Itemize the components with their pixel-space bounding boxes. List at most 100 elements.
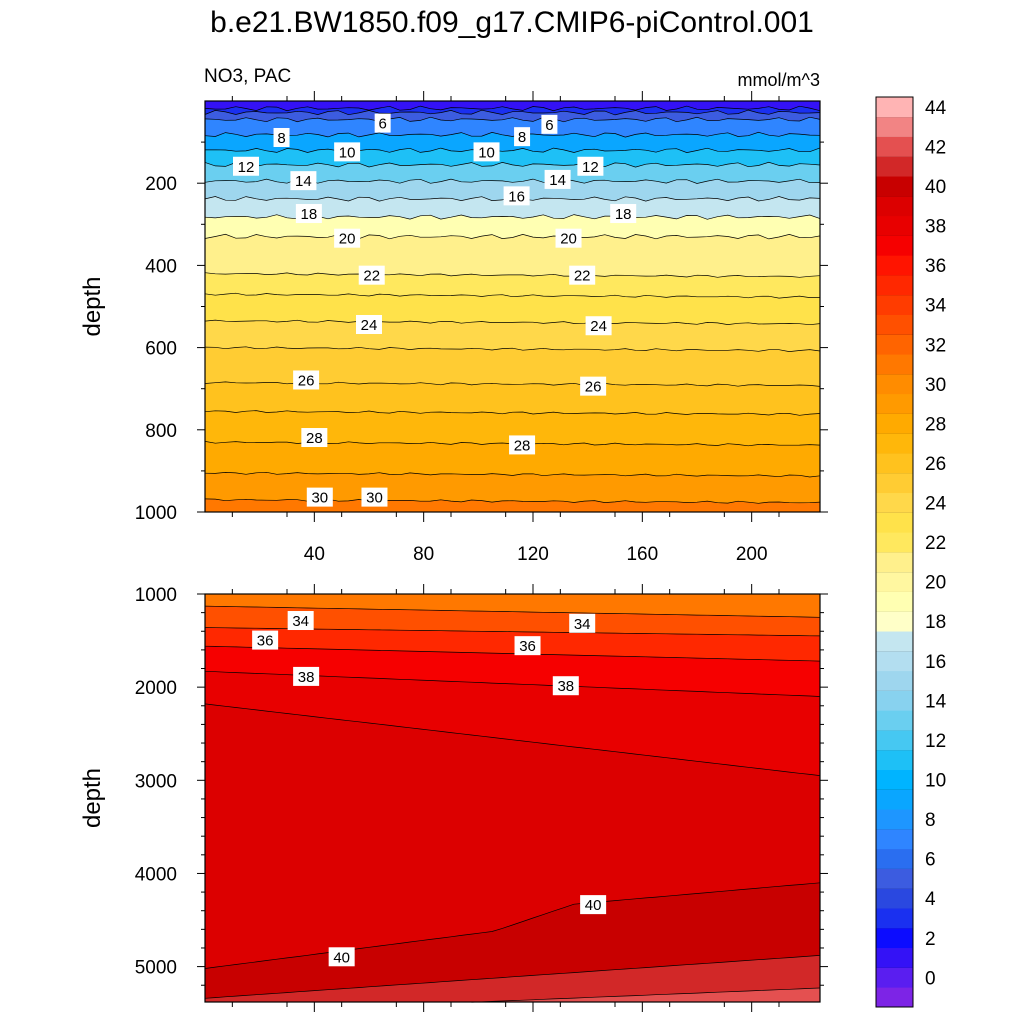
contour-label: 8 — [277, 130, 285, 147]
y-tick-label: 4000 — [135, 864, 177, 885]
contour-line — [204, 703, 821, 776]
colorbar-swatch — [876, 354, 913, 375]
contour-label-bg — [555, 228, 582, 248]
x-tick-label: 40 — [304, 544, 325, 565]
colorbar-swatch — [876, 868, 913, 889]
colorbar-swatch — [876, 393, 913, 414]
colorbar-tick-label: 14 — [925, 691, 947, 712]
colorbar-tick-label: 0 — [925, 968, 936, 989]
colorbar-tick-label: 38 — [925, 217, 946, 238]
contour-line — [471, 987, 821, 1003]
colorbar-swatch — [876, 433, 913, 454]
lower-panel: 1000 2000 3000 4000 5000 depth 34 34 36 36 38 38 40 4… — [79, 584, 828, 1012]
y-tick-label: 200 — [145, 174, 177, 195]
contour-label: 30 — [311, 490, 328, 507]
colorbar-swatch — [876, 789, 913, 810]
contour-label: 14 — [549, 172, 566, 189]
colorbar-tick-label: 12 — [925, 731, 946, 752]
contour-label: 16 — [508, 188, 525, 205]
contour-line — [204, 882, 821, 969]
contour-label-bg — [306, 487, 333, 507]
colorbar-swatch — [876, 472, 913, 494]
colorbar-swatch — [876, 136, 913, 157]
contour-label: 6 — [545, 117, 553, 134]
contour-line — [204, 346, 821, 352]
contour-label: 24 — [361, 317, 378, 334]
colorbar-swatch — [876, 176, 913, 197]
colorbar-tick-label: 2 — [925, 929, 936, 950]
colorbar-swatch — [876, 611, 913, 632]
contour-label: 26 — [585, 379, 602, 396]
contour-label: 40 — [333, 949, 350, 966]
contour-label-bg — [541, 114, 558, 134]
contour-label: 24 — [590, 318, 607, 335]
colorbar-swatch — [876, 670, 913, 691]
colorbar-tick-label: 28 — [925, 414, 946, 435]
contour-label-bg — [544, 169, 571, 189]
x-tick-label: 120 — [517, 544, 549, 565]
contour-label-bg — [473, 142, 500, 162]
contour-label: 34 — [574, 616, 591, 633]
contour-label: 18 — [615, 206, 632, 223]
colorbar-swatch — [876, 908, 913, 929]
colorbar-swatch — [876, 591, 913, 612]
y-tick-label: 1000 — [135, 585, 177, 606]
contour-line — [204, 605, 821, 618]
colorbar-tick-label: 42 — [925, 137, 946, 158]
contour-label-bg — [552, 676, 579, 696]
contour-label-bg — [293, 370, 320, 390]
colorbar-swatch — [876, 97, 913, 118]
colorbar-swatch — [876, 809, 913, 830]
contour-label-bg — [233, 156, 259, 176]
lower-y-axis-label: depth — [79, 768, 106, 828]
x-tick-label: 80 — [413, 544, 434, 565]
contour-label-bg — [290, 171, 317, 191]
contour-line — [204, 292, 820, 299]
colorbar-swatch — [876, 710, 913, 731]
colorbar-swatch — [876, 294, 913, 316]
contour-band — [205, 988, 820, 1002]
contour-label-bg — [569, 265, 596, 285]
contour-label-bg — [374, 113, 391, 133]
contour-label-bg — [577, 156, 604, 176]
colorbar-swatch — [876, 116, 913, 137]
colorbar-tick-label: 22 — [925, 533, 946, 554]
colorbar-tick-label: 24 — [925, 494, 947, 515]
colorbar-swatch — [876, 215, 913, 236]
variable-region-label: NO3, PAC — [204, 66, 292, 87]
contour-label-bg — [293, 666, 320, 686]
colorbar-swatch — [876, 690, 913, 711]
contour-label-bg — [334, 228, 361, 248]
contour-label: 6 — [378, 116, 386, 133]
colorbar-swatch — [876, 255, 913, 276]
contour-label-bg — [287, 611, 314, 631]
units-label: mmol/m^3 — [737, 70, 820, 90]
colorbar-swatch — [876, 275, 913, 296]
upper-panel: 200 400 600 800 1000 40 80 120 160 200 depth 6 6 8 8 10… — [79, 91, 828, 565]
contour-line — [204, 161, 821, 168]
colorbar-tick-label: 10 — [925, 771, 946, 792]
colorbar-swatch — [876, 947, 913, 968]
contour-line — [204, 272, 821, 278]
contour-label-bg — [328, 947, 355, 967]
contour-label: 30 — [366, 490, 383, 507]
x-tick-label: 200 — [736, 544, 768, 565]
colorbar-tick-label: 32 — [925, 335, 946, 356]
y-tick-label: 3000 — [135, 771, 177, 792]
colorbar-frame — [875, 96, 914, 1008]
contour-label: 12 — [582, 159, 599, 176]
contour-label-bg — [503, 186, 530, 206]
contour-line — [204, 131, 821, 138]
contour-label: 12 — [238, 159, 255, 176]
y-tick-label: 600 — [145, 339, 177, 360]
contour-label-bg — [580, 376, 607, 396]
contour-label: 20 — [560, 231, 577, 248]
contour-label: 28 — [306, 430, 323, 447]
colorbar-swatch — [876, 532, 913, 553]
colorbar-swatch — [876, 650, 913, 672]
contour-label: 18 — [301, 206, 318, 223]
contour-label: 36 — [257, 633, 274, 650]
contour-label-bg — [610, 204, 637, 224]
colorbar-swatch — [876, 828, 913, 850]
